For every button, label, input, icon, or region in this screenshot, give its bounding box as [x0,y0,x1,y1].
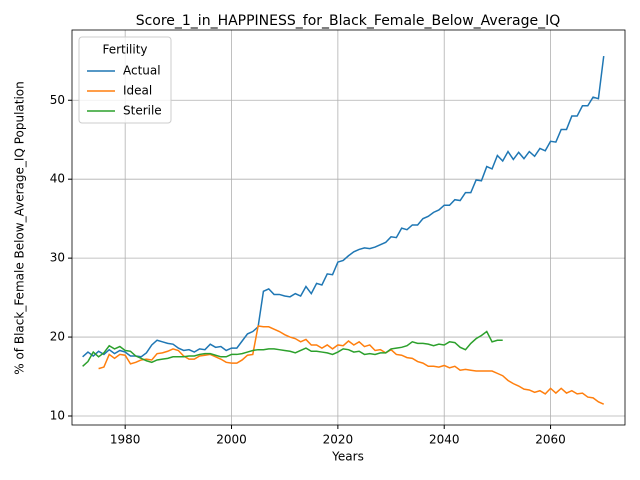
x-tick-label: 2020 [323,433,354,447]
line-series [98,325,605,405]
x-tick-label: 2000 [216,433,247,447]
y-tick-label: 50 [50,93,65,107]
legend: Fertility Actual Ideal Sterile [78,36,172,124]
x-tick-label: 1980 [110,433,141,447]
y-tick-label: 10 [50,409,65,423]
plot-frame [71,29,626,426]
y-tick-label: 40 [50,172,65,186]
legend-box [78,36,172,124]
y-tick-label: 20 [50,330,65,344]
legend-title: Fertility [102,43,147,57]
chart-title: Score_1_in_HAPPINESS_for_Black_Female_Be… [136,13,561,29]
legend-label: Ideal [123,84,152,98]
legend-label: Sterile [123,104,162,118]
legend-label: Actual [123,64,161,78]
x-tick-label: 2060 [535,433,566,447]
line-series [82,330,503,367]
line-series [82,55,605,358]
y-axis-label: % of Black_Female Below_Average_IQ Popul… [13,81,27,375]
x-tick-label: 2040 [429,433,460,447]
y-tick-label: 30 [50,251,65,265]
x-axis-label: Years [331,450,364,464]
